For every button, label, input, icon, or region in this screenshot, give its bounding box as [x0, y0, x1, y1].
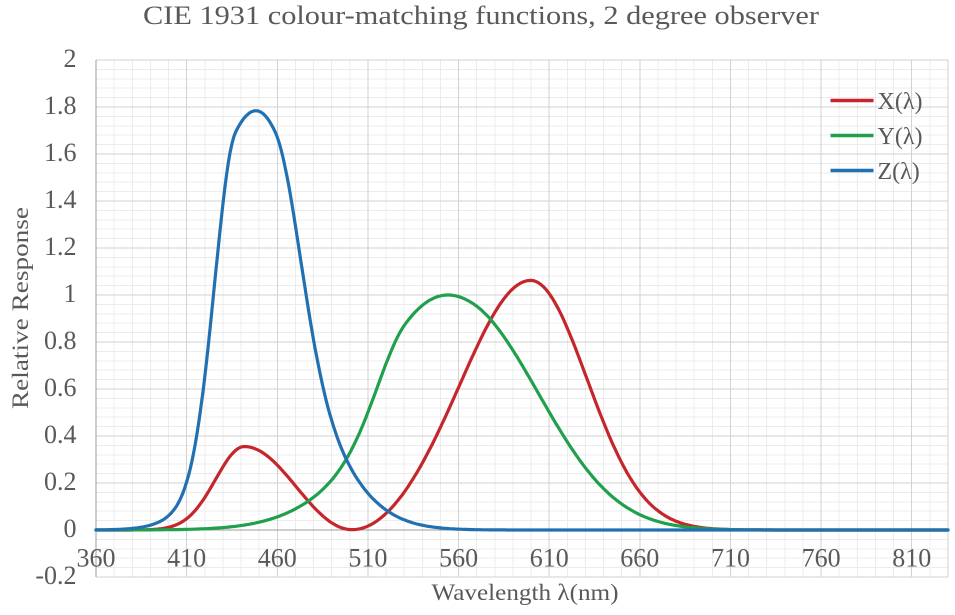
svg-text:710: 710	[711, 544, 750, 573]
svg-text:0.8: 0.8	[44, 326, 77, 355]
svg-text:0.6: 0.6	[44, 373, 77, 402]
svg-text:510: 510	[348, 544, 387, 573]
svg-text:Relative Response: Relative Response	[8, 207, 33, 409]
svg-text:1.6: 1.6	[44, 138, 77, 167]
svg-text:410: 410	[167, 544, 206, 573]
svg-text:1.4: 1.4	[44, 185, 77, 214]
svg-text:460: 460	[258, 544, 297, 573]
svg-text:Z(λ): Z(λ)	[878, 159, 920, 185]
svg-text:660: 660	[620, 544, 659, 573]
svg-text:560: 560	[439, 544, 478, 573]
svg-text:760: 760	[802, 544, 841, 573]
svg-text:Wavelength λ(nm): Wavelength λ(nm)	[432, 580, 619, 605]
svg-text:810: 810	[892, 544, 931, 573]
svg-text:0.4: 0.4	[44, 420, 77, 449]
svg-text:-0.2: -0.2	[35, 561, 76, 590]
svg-text:0: 0	[64, 514, 77, 543]
svg-text:2: 2	[64, 44, 77, 73]
svg-text:1.8: 1.8	[44, 91, 77, 120]
svg-text:X(λ): X(λ)	[878, 89, 923, 115]
svg-text:1.2: 1.2	[44, 232, 77, 261]
svg-text:1: 1	[64, 279, 77, 308]
svg-text:360: 360	[77, 544, 116, 573]
svg-text:0.2: 0.2	[44, 467, 77, 496]
svg-text:610: 610	[530, 544, 569, 573]
svg-text:CIE 1931 colour-matching funct: CIE 1931 colour-matching functions, 2 de…	[143, 1, 819, 30]
svg-text:Y(λ): Y(λ)	[878, 124, 923, 150]
